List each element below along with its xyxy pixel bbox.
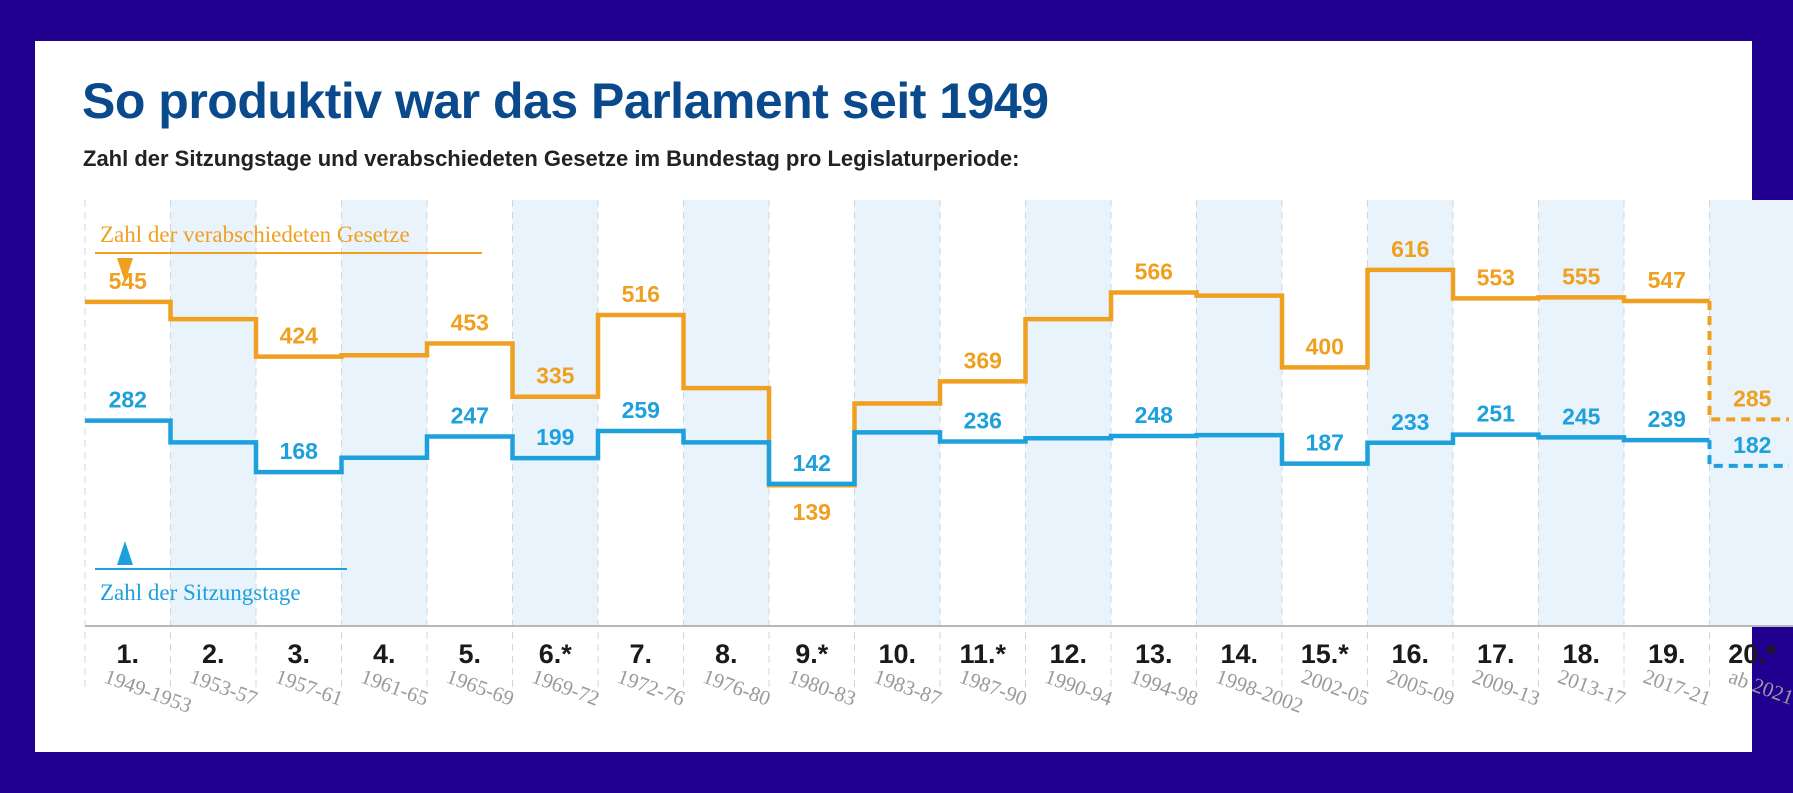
period-label: 1983-87	[871, 664, 945, 710]
x-tick-label: 14.	[1220, 639, 1258, 669]
period-band	[1196, 200, 1282, 626]
data-labels: 545 424 453 335 516 139 369 566 400 616 553 555 547 2…	[109, 236, 1772, 525]
series-line-sitzungstage	[85, 418, 1710, 487]
data-label: 247	[451, 402, 489, 428]
legend-sitzungstage: Zahl der Sitzungstage	[95, 541, 347, 605]
period-label: 1965-69	[443, 664, 517, 710]
period-separators	[84, 200, 1710, 690]
x-tick-label: 18.	[1562, 639, 1600, 669]
x-tick-label: 19.	[1648, 639, 1686, 669]
period-band	[1025, 200, 1111, 626]
period-band	[1538, 200, 1624, 626]
data-label: 553	[1477, 264, 1515, 290]
period-label: 1994-98	[1127, 664, 1201, 710]
triangle-down-icon	[117, 258, 133, 282]
data-label: 139	[793, 499, 831, 525]
data-label: 168	[280, 438, 319, 464]
period-bands	[170, 200, 1793, 626]
data-label: 616	[1391, 236, 1429, 262]
x-tick-label: 12.	[1049, 639, 1087, 669]
x-tick-label: 17.	[1477, 639, 1515, 669]
x-tick-label: 4.	[373, 639, 396, 669]
data-label: 453	[451, 309, 489, 335]
period-label: 1990-94	[1042, 664, 1116, 711]
x-tick-label: 9.*	[795, 639, 829, 669]
period-band	[170, 200, 256, 626]
data-label: 516	[622, 281, 660, 307]
period-band	[683, 200, 769, 626]
x-tick-label: 8.	[715, 639, 738, 669]
period-band	[1709, 200, 1793, 626]
data-label: 233	[1391, 409, 1429, 435]
chart-subtitle: Zahl der Sitzungstage und verabschiedete…	[83, 146, 1020, 171]
period-label: 1972-76	[614, 664, 688, 710]
data-label: 251	[1477, 401, 1516, 427]
data-label: 547	[1648, 267, 1686, 293]
data-label: 248	[1135, 402, 1174, 428]
data-label: 335	[536, 363, 575, 389]
data-label: 282	[109, 387, 147, 413]
data-label: 400	[1306, 333, 1344, 359]
x-tick-label: 10.	[878, 639, 916, 669]
legend-gesetze: Zahl der verabschiedeten Gesetze	[95, 222, 482, 282]
x-tick-label: 20.*	[1728, 639, 1777, 669]
data-label: 424	[280, 323, 319, 349]
data-label: 239	[1648, 406, 1686, 432]
period-label: ab 2021	[1726, 664, 1793, 709]
triangle-up-icon	[117, 541, 133, 565]
x-tick-label: 16.	[1391, 639, 1429, 669]
x-tick-label: 5.	[458, 639, 481, 669]
period-band	[854, 200, 940, 626]
x-tick-label: 7.	[629, 639, 652, 669]
period-label: 1961-65	[358, 664, 432, 710]
period-label: 1969-72	[529, 664, 603, 710]
series-line-dashed-sitzungstage	[1707, 440, 1789, 468]
x-tick-label: 13.	[1135, 639, 1173, 669]
x-tick-label: 6.*	[539, 639, 573, 669]
data-label: 285	[1733, 385, 1772, 411]
x-tick-label: 2.	[202, 639, 225, 669]
x-tick-label: 3.	[287, 639, 310, 669]
x-tick-label: 11.*	[959, 639, 1006, 669]
data-label: 259	[622, 397, 660, 423]
period-label: 1998-2002	[1213, 664, 1307, 718]
legend-label-gesetze: Zahl der verabschiedeten Gesetze	[100, 222, 410, 247]
data-label: 199	[536, 424, 574, 450]
period-label: 2005-09	[1384, 664, 1458, 710]
data-label: 555	[1562, 263, 1601, 289]
period-label: 1953-57	[187, 664, 261, 710]
x-tick-label: 15.*	[1301, 639, 1350, 669]
period-label: 2017-21	[1640, 664, 1714, 710]
period-label: 2009-13	[1469, 664, 1543, 710]
data-label: 187	[1306, 430, 1344, 456]
period-label: 1980-83	[785, 664, 859, 710]
series-line-gesetze	[85, 267, 1710, 488]
data-label: 545	[109, 268, 148, 294]
period-label: 1976-80	[700, 664, 774, 710]
x-tick-label: 1.	[116, 639, 139, 669]
period-label: 1949-1953	[101, 664, 195, 718]
period-band	[512, 200, 598, 626]
series-line-dashed-gesetze	[1707, 301, 1789, 422]
data-label: 236	[964, 407, 1002, 433]
data-label: 566	[1135, 258, 1173, 284]
period-label: 1957-61	[272, 664, 346, 710]
data-label: 142	[793, 450, 831, 476]
series-lines	[85, 267, 1789, 488]
legend-label-sitzungstage: Zahl der Sitzungstage	[100, 580, 301, 605]
period-label: 1987-90	[956, 664, 1030, 710]
data-label: 182	[1733, 432, 1771, 458]
data-label: 245	[1562, 403, 1601, 429]
chart-title: So produktiv war das Parlament seit 1949	[82, 73, 1049, 129]
period-band	[341, 200, 427, 626]
data-label: 369	[964, 347, 1002, 373]
period-label: 2002-05	[1298, 664, 1372, 710]
period-label: 2013-17	[1555, 664, 1629, 710]
